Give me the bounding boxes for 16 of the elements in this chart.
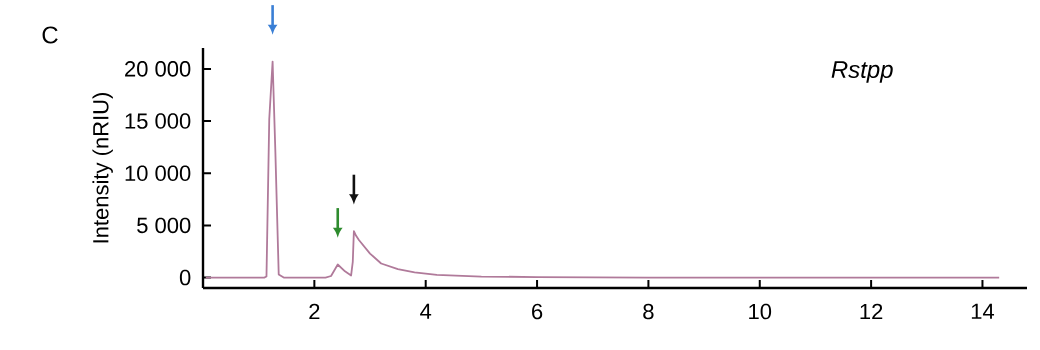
x-tick-label: 4 bbox=[420, 303, 432, 319]
y-tick-label: 5 000 bbox=[137, 217, 191, 234]
y-tick-label: 15 000 bbox=[125, 113, 191, 129]
x-tick-label: 2 bbox=[309, 303, 320, 320]
y-axis-title: Intensity (nRIU) bbox=[92, 92, 113, 243]
text: Rstpp bbox=[831, 61, 893, 83]
y-tick-label: 20 000 bbox=[125, 61, 191, 77]
y-tick-label: 0 bbox=[179, 269, 191, 286]
x-tick-label: 12 bbox=[860, 303, 883, 320]
x-tick-label: 14 bbox=[971, 303, 995, 319]
x-tick-label: 6 bbox=[532, 303, 543, 320]
line-series bbox=[204, 60, 1001, 279]
x-tick-label: 10 bbox=[749, 303, 772, 320]
x-tick-label: 8 bbox=[643, 303, 654, 320]
y-tick-label: 10 000 bbox=[125, 165, 191, 182]
text: C bbox=[42, 26, 58, 44]
